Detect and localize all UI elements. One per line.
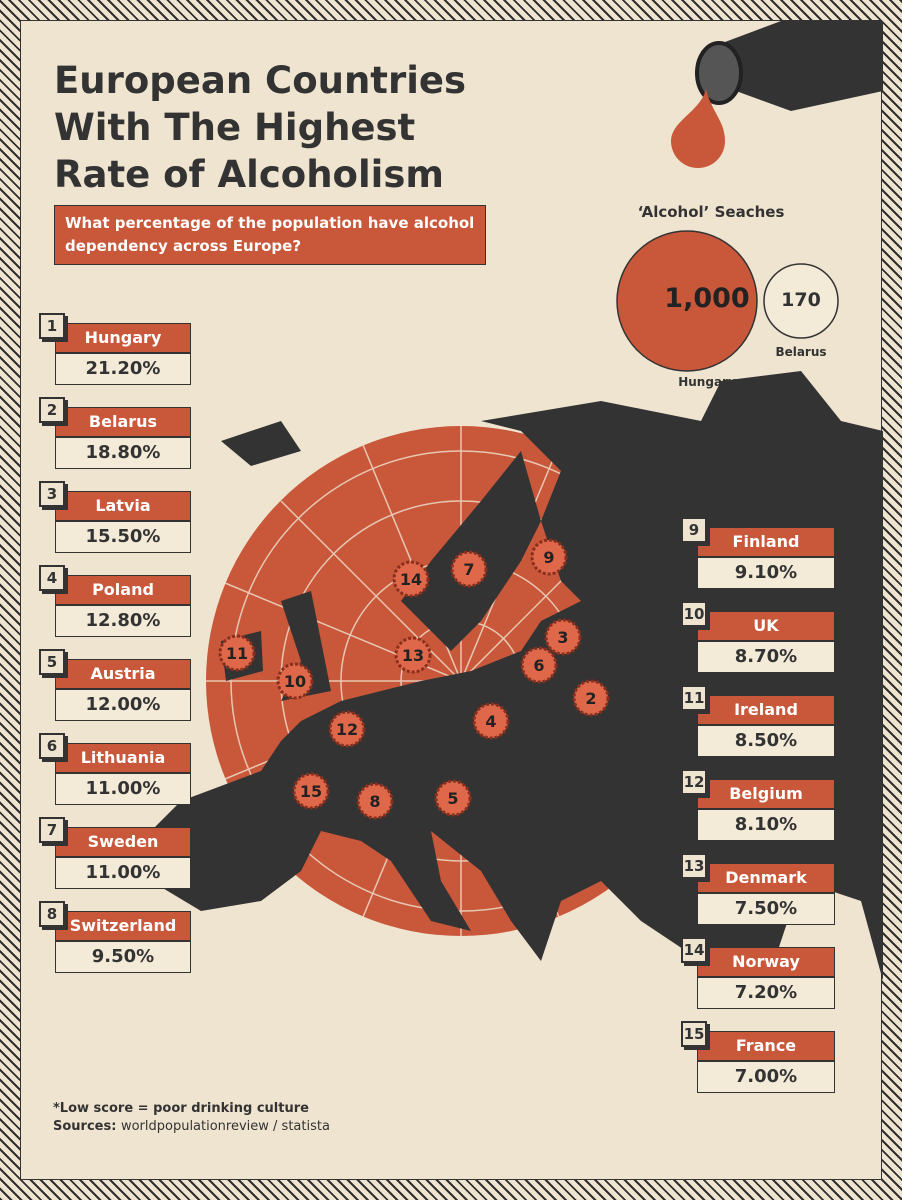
rank-number: 8 bbox=[39, 901, 65, 927]
country-label: Switzerland bbox=[55, 911, 191, 941]
canvas: 2 3 4 5 6 7 8 9 10 11 12 13 14 15 European Countries … bbox=[20, 20, 883, 1180]
cap-number: 3 bbox=[557, 628, 568, 647]
footnote: *Low score = poor drinking culture bbox=[53, 1101, 309, 1116]
percentage: 11.00% bbox=[55, 857, 191, 889]
bottle-cap bbox=[356, 782, 394, 820]
cap-number: 6 bbox=[533, 656, 544, 675]
bubble-label: Hungary bbox=[678, 375, 736, 389]
cap-number: 14 bbox=[400, 570, 422, 589]
percentage: 7.50% bbox=[697, 893, 835, 925]
bottle-cap bbox=[292, 772, 330, 810]
percentage: 7.20% bbox=[697, 977, 835, 1009]
sources-label: Sources: bbox=[53, 1119, 117, 1134]
cap-number: 5 bbox=[447, 789, 458, 808]
bottle-cap bbox=[276, 662, 314, 700]
bottle-cap bbox=[450, 550, 488, 588]
bottle-cap bbox=[218, 634, 256, 672]
country-label: Hungary bbox=[55, 323, 191, 353]
country-label: Austria bbox=[55, 659, 191, 689]
rank-number: 13 bbox=[681, 853, 707, 879]
bubble-value: 1,000 bbox=[664, 283, 750, 314]
cap-number: 9 bbox=[543, 548, 554, 567]
bottle-cap bbox=[544, 618, 582, 656]
rank-number: 2 bbox=[39, 397, 65, 423]
rank-number: 15 bbox=[681, 1021, 707, 1047]
searches-title: ‘Alcohol’ Seaches bbox=[637, 203, 785, 221]
title: European Countries With The Highest Rate… bbox=[54, 59, 467, 196]
cap-number: 15 bbox=[300, 782, 322, 801]
percentage: 12.80% bbox=[55, 605, 191, 637]
bubble-value: 170 bbox=[781, 289, 821, 311]
sources: Sources: worldpopulationreview / statist… bbox=[53, 1119, 330, 1134]
rank-number: 7 bbox=[39, 817, 65, 843]
country-label: Finland bbox=[697, 527, 835, 557]
percentage: 7.00% bbox=[697, 1061, 835, 1093]
country-label: Belgium bbox=[697, 779, 835, 809]
rank-number: 4 bbox=[39, 565, 65, 591]
bottle-cap bbox=[472, 702, 510, 740]
country-label: UK bbox=[697, 611, 835, 641]
rank-number: 6 bbox=[39, 733, 65, 759]
percentage: 21.20% bbox=[55, 353, 191, 385]
cap-number: 2 bbox=[585, 689, 596, 708]
bottle-cap bbox=[530, 538, 568, 576]
country-label: Sweden bbox=[55, 827, 191, 857]
rank-number: 11 bbox=[681, 685, 707, 711]
country-label: Poland bbox=[55, 575, 191, 605]
bottle-cap bbox=[328, 710, 366, 748]
percentage: 8.10% bbox=[697, 809, 835, 841]
percentage: 11.00% bbox=[55, 773, 191, 805]
percentage: 12.00% bbox=[55, 689, 191, 721]
country-label: Latvia bbox=[55, 491, 191, 521]
percentage: 9.50% bbox=[55, 941, 191, 973]
cap-number: 4 bbox=[485, 712, 496, 731]
subtitle: What percentage of the population have a… bbox=[54, 205, 486, 265]
sources-text: worldpopulationreview / statista bbox=[120, 1119, 330, 1134]
rank-number: 5 bbox=[39, 649, 65, 675]
percentage: 15.50% bbox=[55, 521, 191, 553]
cap-number: 7 bbox=[463, 560, 474, 579]
bubble-label: Belarus bbox=[775, 345, 827, 359]
country-label: Ireland bbox=[697, 695, 835, 725]
rank-number: 1 bbox=[39, 313, 65, 339]
cap-number: 8 bbox=[369, 792, 380, 811]
country-label: Belarus bbox=[55, 407, 191, 437]
cap-number: 10 bbox=[284, 672, 306, 691]
bottle-cap bbox=[392, 560, 430, 598]
percentage: 9.10% bbox=[697, 557, 835, 589]
bottle-cap bbox=[520, 646, 558, 684]
rank-number: 14 bbox=[681, 937, 707, 963]
cap-number: 12 bbox=[336, 720, 358, 739]
bottle-cap bbox=[434, 779, 472, 817]
country-label: Norway bbox=[697, 947, 835, 977]
rank-number: 12 bbox=[681, 769, 707, 795]
bottle-cap bbox=[394, 636, 432, 674]
country-label: Lithuania bbox=[55, 743, 191, 773]
bottle-cap bbox=[572, 679, 610, 717]
country-label: Denmark bbox=[697, 863, 835, 893]
percentage: 18.80% bbox=[55, 437, 191, 469]
rank-number: 3 bbox=[39, 481, 65, 507]
cap-number: 11 bbox=[226, 644, 248, 663]
percentage: 8.70% bbox=[697, 641, 835, 673]
rank-number: 10 bbox=[681, 601, 707, 627]
cap-number: 13 bbox=[402, 646, 424, 665]
country-label: France bbox=[697, 1031, 835, 1061]
percentage: 8.50% bbox=[697, 725, 835, 757]
rank-number: 9 bbox=[681, 517, 707, 543]
